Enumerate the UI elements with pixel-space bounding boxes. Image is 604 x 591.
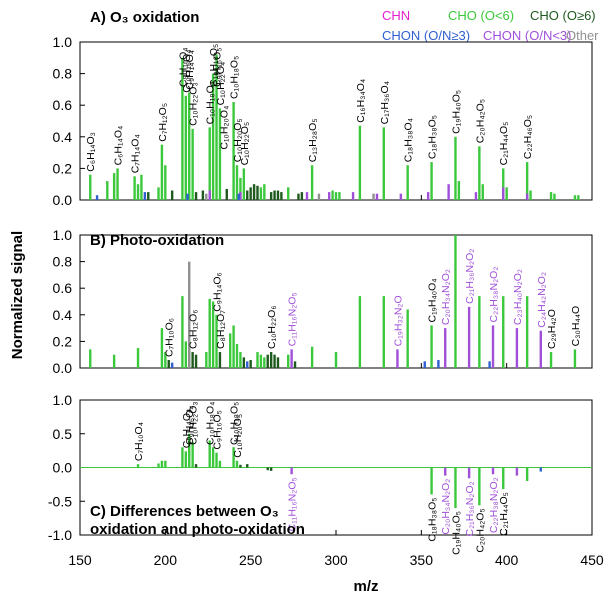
legend-entry: Other bbox=[566, 28, 599, 43]
y-tick-label: 1.0 bbox=[53, 34, 73, 50]
y-axis-label: Normalized signal bbox=[9, 231, 26, 359]
peak-formula-label: C₁₈H₃₈O₄ bbox=[403, 118, 415, 162]
y-tick-label: 0.4 bbox=[53, 307, 73, 323]
panel-title: A) O₃ oxidation bbox=[90, 9, 199, 26]
x-axis-label: m/z bbox=[353, 578, 378, 591]
peak-formula-label: C₉H₁₄O₄ bbox=[184, 50, 196, 90]
peak-formula-label: C₉H₁₆O₅ bbox=[212, 47, 224, 87]
peak-formula-label: C₇H₁₀O₄ bbox=[133, 422, 145, 461]
peak-formula-label: C₁₁H₁₆N₂O₅ bbox=[287, 292, 299, 346]
peak-formula-label: C₂₁H₄₄O₅ bbox=[498, 492, 510, 536]
peak-formula-label: C₉H₁₆O₄ bbox=[177, 47, 189, 87]
y-tick-label: -0.5 bbox=[48, 493, 72, 509]
peak-formula-label: C₂₂H₃₈N₂O₂ bbox=[488, 267, 500, 323]
y-tick-label: 0.4 bbox=[53, 129, 73, 145]
peak-formula-label: C₇H₁₄O₄ bbox=[130, 134, 142, 173]
peak-formula-label: C₃₀H₄₄O bbox=[570, 306, 582, 347]
y-tick-label: 0.2 bbox=[53, 160, 73, 176]
x-tick-label: 400 bbox=[495, 552, 519, 568]
peak-formula-label: C₁₁H₁₆N₂O₅ bbox=[287, 477, 299, 531]
peak-formula-label: C₆H₁₄O₄ bbox=[113, 126, 125, 166]
y-tick-label: 0.6 bbox=[53, 280, 73, 296]
y-tick-label: -1.0 bbox=[48, 527, 72, 543]
y-tick-label: 0.6 bbox=[53, 97, 73, 113]
peak-formula-label: C₉H₁₄O₄ bbox=[181, 409, 193, 449]
peak-formula-label: C₁₉H₃₂N₂O bbox=[392, 295, 404, 346]
x-tick-labels: 150 200 250 300 350 400 450 bbox=[68, 552, 604, 568]
peak-formula-label: C₁₃H₂₈O₅ bbox=[307, 118, 319, 162]
peak-formula-label: C₁₀H₁₈O₅ bbox=[229, 56, 241, 99]
peak-formula-label: C₂₉H₄₂O bbox=[546, 309, 558, 349]
peak-formula-label: C₁₀H₁₆O₄ bbox=[181, 49, 193, 92]
peak-formula-label: C₁₀H₁₈O₅ bbox=[229, 402, 241, 445]
peak-formula-label: C₁₀H₁₈O₄ bbox=[205, 402, 217, 445]
y-tick-label: 0.8 bbox=[53, 66, 73, 82]
peak-formula-label: C₁₉H₄₀O₅ bbox=[450, 90, 462, 134]
peak-formula-label: C₈H₁₂O₆ bbox=[188, 309, 200, 349]
peak-formula-label: C₂₄H₄₂N₂O₂ bbox=[536, 272, 548, 328]
panel-title: C) Differences between O₃ bbox=[90, 503, 279, 520]
peak-formula-label: C₁₉H₄₀O₄ bbox=[427, 278, 439, 322]
peak-formula-label: C₆H₁₄O₃ bbox=[85, 132, 97, 172]
legend-entry: CHO (O≥6) bbox=[530, 8, 596, 23]
x-tick-label: 450 bbox=[580, 552, 604, 568]
peak-formula-label: C₂₃H₄₀N₂O₂ bbox=[512, 269, 524, 325]
peak-formula-label: C₁₇H₃₆O₄ bbox=[379, 81, 391, 124]
x-tick-label: 350 bbox=[410, 552, 434, 568]
peak-formula-label: C₁₀H₂₂O₄ bbox=[215, 62, 227, 106]
peak-formula-label: C₁₀H₂₀O₅ bbox=[232, 414, 244, 458]
y-tick-label: 0.2 bbox=[53, 333, 73, 349]
y-tick-label: 0.0 bbox=[53, 360, 73, 376]
peak-formula-label: C₂₂H₄₆O₅ bbox=[522, 115, 534, 159]
y-tick-label: 1.0 bbox=[53, 227, 73, 243]
peak-formula-label: C₂₀H₃₄N₂O₂ bbox=[440, 479, 452, 535]
legend-entry: CHN bbox=[382, 8, 410, 23]
panel-title: B) Photo-oxidation bbox=[90, 232, 224, 249]
y-tick-label: 0.8 bbox=[53, 254, 73, 270]
panel-a-o3-oxidation: 0.0 0.2 0.4 0.6 0.8 1.0 C₆H₁₄O₃ C₆H₁₄O₄ C₇H₁₄O₄ C… bbox=[53, 9, 593, 208]
legend-entry: CHON (O/N≥3) bbox=[382, 28, 470, 43]
peak-formula-label: C₁₀H₂₂O₅ bbox=[239, 122, 251, 166]
peak-formula-label: C₁₀H₂₀O₄ bbox=[218, 106, 230, 150]
peak-formula-label: C₁₀H₁₈O₄ bbox=[205, 81, 217, 124]
y-tick-label: 1.0 bbox=[53, 392, 73, 408]
peak-formula-label: C₇H₁₀O₆ bbox=[164, 318, 176, 357]
peak-formula-label: C₂₁H₃₆N₂O₂ bbox=[464, 249, 476, 304]
legend-entry: CHO (O<6) bbox=[448, 8, 514, 23]
peak-formula-label: C₁₈H₃₈O₅ bbox=[427, 498, 439, 542]
x-tick-label: 300 bbox=[324, 552, 348, 568]
peak-formula-label: C₂₀H₄₂O₅ bbox=[474, 99, 486, 143]
peak-formula-label: C₁₈H₃₈O₅ bbox=[427, 115, 439, 159]
peak-formula-label: C₂₀H₄₂O₅ bbox=[474, 508, 486, 552]
panel-title: oxidation and photo-oxidation bbox=[90, 521, 305, 538]
x-tick-label: 200 bbox=[154, 552, 178, 568]
peak-formula-label: C₂₂H₃₈N₂O₂ bbox=[488, 477, 500, 533]
peak-formula-label: C₁₀H₂₂O₃ bbox=[188, 82, 200, 126]
peak-formula-label: C₁₀H₂₂O₃ bbox=[188, 401, 200, 445]
peak-formula-label: C₈H₁₂O₇ bbox=[215, 310, 227, 349]
x-tick-label: 150 bbox=[68, 552, 92, 568]
peak-formula-label: C₁₀H₁₆O₅ bbox=[208, 44, 220, 87]
peak-formula-label: C₉H₁₆O₅ bbox=[212, 410, 224, 450]
peak-formula-label: C₁₀H₂₂O₆ bbox=[266, 305, 278, 349]
peak-formula-label: C₁₉H₄₀O₅ bbox=[450, 511, 462, 555]
peak-formula-label: C₁₆H₃₄O₄ bbox=[355, 79, 367, 123]
y-tick-label: 0.0 bbox=[53, 192, 73, 208]
legend: CHN CHO (O<6) CHO (O≥6) CHON (O/N≥3) CHON (O… bbox=[382, 8, 599, 43]
x-tick-label: 250 bbox=[239, 552, 263, 568]
peak-formula-label: C₂₁H₄₄O₅ bbox=[498, 122, 510, 166]
peak-formula-label: C₂₁H₃₆N₂O₂ bbox=[464, 481, 476, 536]
peak-formula-label: C₉H₁₆O₄ bbox=[184, 405, 196, 445]
peak-formula-label: C₁₀H₂₀O₅ bbox=[232, 118, 244, 162]
peak-formula-label: C₉H₁₄O₆ bbox=[212, 272, 224, 312]
peak-formula-label: C₂₀H₃₄N₂O₂ bbox=[440, 269, 452, 325]
legend-entry: CHON (O/N<3) bbox=[483, 28, 571, 43]
peak-formula-label: C₇H₁₂O₅ bbox=[157, 103, 169, 142]
y-tick-label: 0.5 bbox=[53, 426, 73, 442]
y-tick-label: 0.0 bbox=[53, 460, 73, 476]
